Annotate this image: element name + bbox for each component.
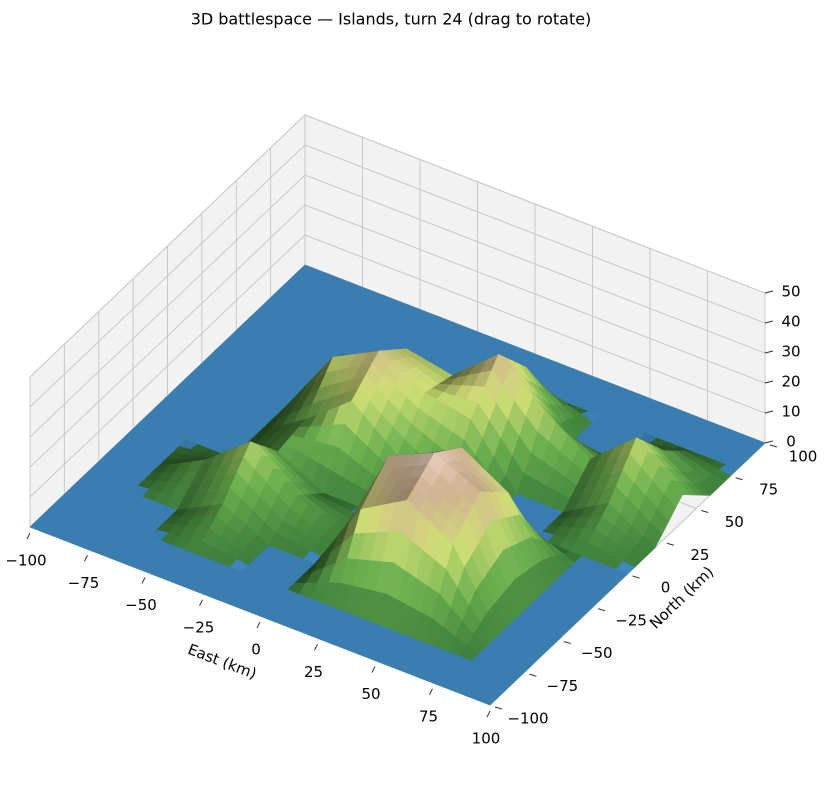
x-tick [141, 577, 146, 584]
x-tick [429, 688, 433, 695]
y-tick-label: 50 [725, 513, 744, 531]
x-tick-label: 50 [361, 685, 380, 703]
x-tick-label: −25 [183, 618, 215, 636]
x-tick-label: −100 [5, 552, 46, 570]
y-tick [632, 575, 640, 579]
y-axis-label: North (km) [646, 563, 717, 633]
y-tick [494, 706, 503, 710]
z-tick [764, 380, 774, 384]
y-tick-label: 25 [690, 546, 709, 564]
z-tick-label: 20 [781, 373, 800, 391]
y-tick-label: −25 [615, 611, 647, 629]
x-tick [84, 555, 88, 562]
z-tick [764, 440, 774, 444]
x-tick [256, 621, 261, 629]
z-tick-label: 50 [781, 283, 800, 301]
z-tick-label: 30 [781, 343, 800, 361]
x-tick [199, 599, 203, 606]
x-tick [486, 710, 491, 718]
x-tick-label: 0 [251, 641, 261, 659]
grid-line [29, 144, 766, 408]
y-tick [666, 542, 675, 546]
y-tick-label: −75 [547, 677, 579, 695]
y-tick [563, 641, 571, 644]
chart-title: 3D battlespace — Islands, turn 24 (drag … [191, 10, 592, 29]
y-tick [701, 510, 709, 513]
z-tick [764, 410, 774, 414]
z-tick-label: 40 [781, 313, 800, 331]
x-tick-label: 75 [419, 707, 438, 725]
y-tick [529, 673, 537, 677]
x-tick-label: −75 [68, 574, 100, 592]
z-tick [764, 320, 774, 324]
x-tick-label: 100 [472, 730, 501, 748]
grid-line [29, 234, 766, 498]
x-tick [26, 532, 31, 540]
z-tick [764, 350, 774, 354]
y-tick-label: 0 [661, 579, 671, 597]
y-tick [769, 444, 778, 448]
z-tick-label: 0 [786, 433, 796, 451]
x-tick [314, 644, 318, 651]
y-tick [735, 477, 743, 481]
surface-patch [477, 693, 498, 706]
x-axis-label: East (km) [185, 640, 259, 683]
grid-line [29, 174, 766, 438]
y-tick-label: 75 [759, 480, 778, 498]
y-tick [597, 608, 606, 612]
y-tick-label: −50 [581, 644, 613, 662]
x-tick-label: −50 [125, 596, 157, 614]
z-tick-label: 10 [781, 403, 800, 421]
grid-line [29, 114, 766, 378]
z-tick [764, 290, 774, 294]
y-tick-label: 100 [789, 448, 818, 466]
x-tick [371, 666, 376, 673]
y-tick-label: −100 [507, 710, 548, 728]
grid-line [29, 204, 766, 468]
x-tick-label: 25 [304, 663, 323, 681]
